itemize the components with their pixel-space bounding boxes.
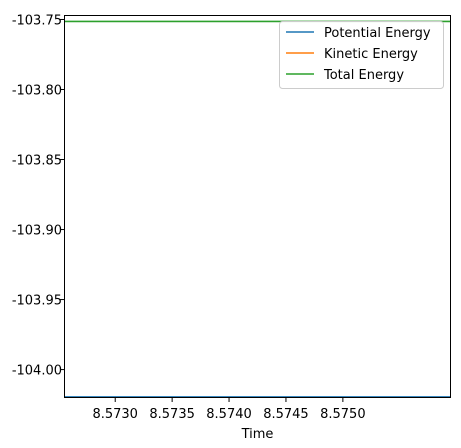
legend-entry-label: Total Energy [323, 68, 404, 83]
legend-entry-label: Potential Energy [324, 26, 431, 41]
y-tick-label: -103.80 [12, 83, 62, 98]
x-tick-label: 8.5730 [92, 407, 138, 422]
y-tick-label: -103.90 [12, 224, 62, 239]
x-tick-label: 8.5735 [149, 407, 195, 422]
x-axis-label: Time [241, 427, 274, 442]
x-axis-ticks: 8.5730 8.5735 8.5740 8.5745 8.5750 [92, 398, 366, 422]
y-tick-label: -103.75 [12, 13, 62, 28]
x-tick-label: 8.5750 [320, 407, 366, 422]
y-tick-label: -103.85 [12, 154, 62, 169]
y-tick-label: -103.95 [12, 294, 62, 309]
legend-entry-label: Kinetic Energy [324, 47, 418, 62]
legend-box [279, 21, 444, 89]
x-tick-label: 8.5740 [206, 407, 252, 422]
axes-frame [64, 15, 451, 398]
x-tick-label: 8.5745 [263, 407, 309, 422]
y-tick-label: -104.00 [12, 364, 62, 379]
y-axis-ticks: -103.75 -103.80 -103.85 -103.90 -103.95 -104.… [12, 13, 64, 379]
legend: Potential Energy Kinetic Energy Total Ener… [279, 21, 444, 89]
